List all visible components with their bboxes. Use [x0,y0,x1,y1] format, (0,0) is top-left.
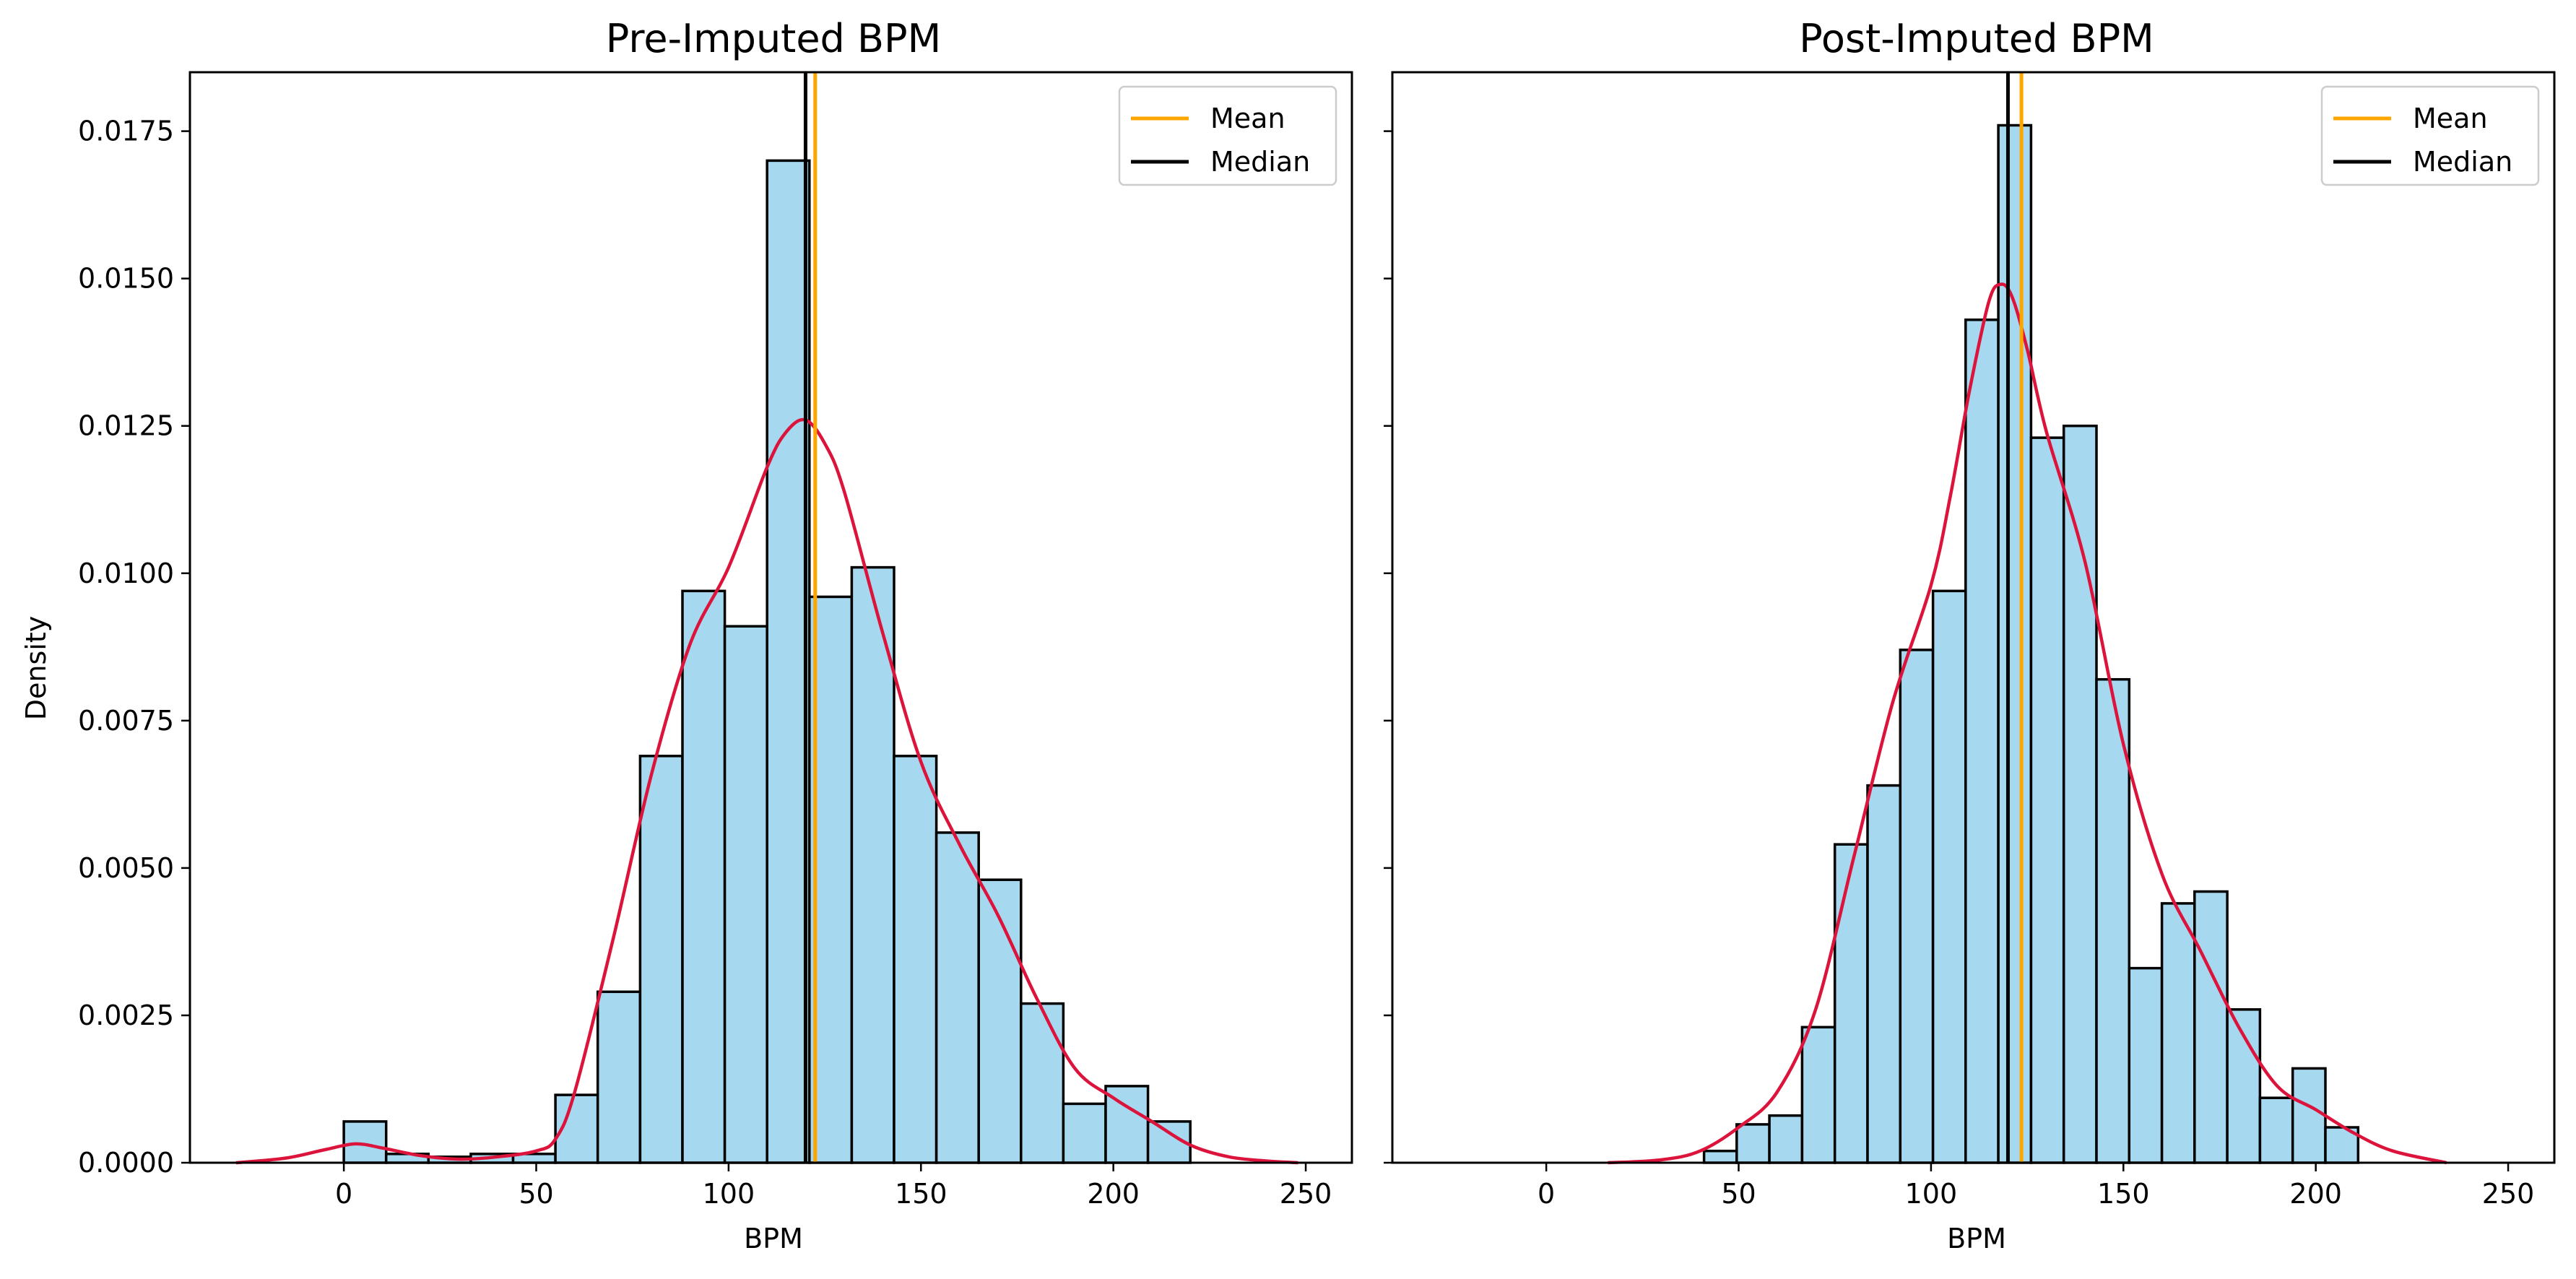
histogram-bar [2095,677,2131,1164]
histogram-bar [1931,589,1967,1164]
y-tick-label: 0.0125 [78,410,174,442]
histogram-bar [681,589,727,1164]
x-tick-label: 100 [1905,1178,1958,1210]
legend: Mean Median [2320,85,2540,186]
x-tick-label: 0 [335,1178,352,1210]
chart-title: Post-Imputed BPM [1799,16,2154,61]
histogram-bar [1964,318,2000,1164]
histogram-bar [766,159,811,1164]
histogram-bar [638,755,684,1164]
histogram-bar [1020,1002,1065,1164]
histogram-bar [977,878,1023,1164]
kde-curve-group [1608,282,2447,1165]
y-tick-label: 0.0025 [78,1000,174,1031]
axes-group: 0 50 100 150 200 250 [1384,71,2556,1210]
legend-mean-label: Mean [2413,103,2488,134]
histogram-bar [2291,1067,2327,1164]
x-tick-label: 200 [1087,1178,1140,1210]
histogram-bar [1899,649,1935,1164]
histogram-bar [2160,902,2196,1164]
y-axis-label: Density [20,616,52,720]
legend: Mean Median [1118,85,1337,186]
y-tick-label: 0.0175 [78,116,174,147]
x-tick-label: 0 [1538,1178,1555,1210]
kde-curve-group [235,417,1298,1165]
legend-mean-label: Mean [1210,103,1285,134]
histogram-bar [1768,1114,1804,1164]
x-tick-label: 100 [703,1178,755,1210]
legend-median-label: Median [2413,146,2512,178]
axes-frame [188,71,1353,1164]
panel-post-imputed: Post-Imputed BPM 0 50 100 150 200 250 Mean Med… [1384,16,2556,1254]
kde-line [1608,282,2447,1165]
x-tick-label: 50 [519,1178,553,1210]
histogram-bar [723,625,768,1164]
histogram-bar [2062,424,2098,1164]
histogram-bar [2128,966,2164,1164]
legend-median-label: Median [1210,146,1310,178]
y-tick-label: 0.0075 [78,705,174,737]
histogram-bar [2193,890,2229,1164]
x-tick-label: 250 [1280,1178,1332,1210]
histogram-bar [1833,843,1869,1164]
histogram-bar [1997,123,2033,1164]
x-tick-label: 200 [2289,1178,2342,1210]
x-tick-label: 150 [895,1178,947,1210]
histogram-bar [1702,1149,1738,1164]
y-tick-label: 0.0050 [78,852,174,884]
histogram-bar [2258,1096,2294,1164]
histogram-bar [934,831,980,1164]
histogram-bar [2029,436,2065,1164]
x-axis-label: BPM [1947,1223,2006,1254]
histogram-bar [596,990,642,1164]
bar-group [1702,123,2360,1164]
y-tick-label: 0.0100 [78,558,174,589]
axes-frame [1391,71,2556,1164]
y-tick-label: 0.0150 [78,263,174,295]
kde-line [235,417,1298,1165]
axes-group: 0 50 100 150 200 250 0.0000 0.0025 0.0050 0.0075 0… [78,71,1353,1210]
chart-title: Pre-Imputed BPM [606,16,941,61]
x-tick-label: 150 [2097,1178,2150,1210]
stat-lines-group [803,72,818,1163]
histogram-bar [342,1120,388,1164]
histogram-bar [1800,1026,1836,1164]
bar-group [342,159,1192,1164]
y-tick-label: 0.0000 [78,1147,174,1179]
x-axis-label: BPM [744,1223,803,1254]
panel-pre-imputed: Pre-Imputed BPM 0 50 100 150 200 250 0.0000 0.0… [20,16,1353,1254]
histogram-bar [1866,784,1902,1164]
histogram-bar [1062,1102,1107,1164]
histogram-bar [1735,1123,1771,1164]
x-tick-label: 250 [2482,1178,2535,1210]
histogram-bar [893,755,938,1164]
stat-lines-group [2005,72,2024,1163]
x-tick-label: 50 [1721,1178,1756,1210]
